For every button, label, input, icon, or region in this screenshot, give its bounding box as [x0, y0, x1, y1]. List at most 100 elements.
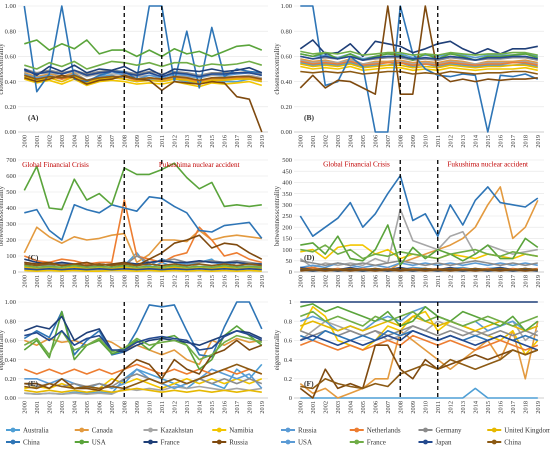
y-tick-label: 0.00	[5, 129, 16, 136]
series-line	[299, 174, 539, 237]
x-tick-label: 2009	[410, 401, 417, 414]
x-tick-label: 2018	[522, 135, 529, 148]
y-tick-label: 0.2	[284, 376, 292, 383]
x-tick-label: 2016	[497, 135, 504, 148]
y-tick-label: 0.20	[5, 376, 16, 383]
y-axis-label: closenesscentrality	[274, 43, 281, 95]
x-tick-label: 2001	[34, 135, 41, 148]
x-tick-label: 2002	[322, 401, 329, 414]
panel-label: (A)	[28, 113, 39, 122]
x-tick-label: 2016	[497, 275, 504, 288]
y-tick-label: 400	[282, 180, 292, 187]
x-tick-label: 2008	[121, 135, 128, 148]
x-tick-label: 2007	[109, 401, 116, 414]
x-tick-label: 2015	[485, 401, 492, 414]
series-line	[300, 5, 539, 133]
series-line	[299, 208, 538, 269]
legend-swatch-marker	[10, 427, 16, 433]
chart-panel: 0.00 0.20 0.40 0.60 0.80 1.00 2000 2001 2002 2003…	[0, 299, 268, 414]
series-line	[300, 334, 539, 351]
legend-item: USA	[281, 438, 312, 446]
legend-swatch-marker	[10, 439, 16, 445]
y-tick-label: 100	[282, 247, 292, 254]
x-tick-label: 2012	[171, 401, 178, 414]
panel-label: (F)	[304, 379, 314, 388]
y-tick-label: 1.00	[281, 3, 292, 10]
series-line	[24, 69, 262, 78]
legend-label: Russia	[298, 426, 318, 434]
x-tick-label: 2013	[460, 275, 467, 288]
x-tick-label: 2013	[460, 401, 467, 414]
x-tick-label: 2006	[372, 275, 379, 288]
legend-swatch-marker	[148, 427, 153, 433]
x-tick-label: 2003	[335, 275, 342, 288]
x-tick-label: 2003	[59, 275, 66, 288]
x-tick-label: 2019	[259, 275, 266, 288]
x-tick-label: 2017	[234, 275, 241, 288]
x-tick-label: 2019	[259, 135, 266, 148]
y-tick-label: 1	[289, 299, 292, 306]
x-tick-label: 2000	[21, 275, 28, 288]
y-tick-label: 50	[286, 258, 293, 265]
series-line	[24, 269, 262, 273]
x-tick-label: 2000	[21, 401, 28, 414]
series-line	[24, 74, 263, 133]
series-line	[24, 263, 262, 267]
series-line	[24, 60, 263, 70]
legend-item: Namibia	[212, 426, 254, 434]
x-tick-label: 2008	[397, 401, 404, 414]
y-tick-label: 0.80	[281, 28, 292, 35]
chart-panel: 0 0.2 0.4 0.6 0.8 1 2000 2001 2002 2003 2004 2005 20…	[274, 299, 544, 414]
x-tick-label: 2005	[360, 401, 367, 414]
x-tick-label: 2016	[221, 275, 228, 288]
x-tick-label: 2001	[310, 275, 317, 288]
x-tick-label: 2012	[447, 401, 454, 414]
y-axis-label: eigencentrality	[0, 329, 5, 370]
x-tick-label: 2004	[347, 400, 354, 413]
y-tick-label: 0.60	[5, 54, 16, 61]
legend-swatch-marker	[423, 439, 428, 445]
x-tick-label: 2007	[385, 275, 392, 288]
x-tick-label: 2002	[322, 275, 329, 288]
x-tick-label: 2004	[71, 134, 78, 147]
legend-item: Japan	[418, 438, 452, 446]
x-tick-label: 2001	[34, 401, 41, 414]
legend-swatch-marker	[491, 439, 497, 445]
x-tick-label: 2012	[447, 135, 454, 148]
x-tick-label: 2010	[146, 401, 153, 414]
annotation-text: Fukushima nuclear accident	[447, 161, 528, 169]
y-axis-label: eigencentrality	[274, 329, 281, 370]
x-tick-label: 2015	[209, 401, 216, 414]
legend-item: Russia	[212, 438, 249, 446]
x-tick-label: 2008	[121, 401, 128, 414]
x-tick-label: 2019	[535, 275, 542, 288]
series-line	[300, 55, 538, 62]
x-tick-label: 2015	[485, 135, 492, 148]
chart-panel: 0.00 0.20 0.40 0.60 0.80 1.00 2000 2001 2002 2003…	[274, 3, 544, 148]
x-tick-label: 2011	[435, 401, 442, 413]
y-tick-label: 0.60	[281, 54, 292, 61]
x-tick-label: 2000	[21, 135, 28, 148]
legend-label: China	[23, 438, 41, 446]
x-tick-label: 2002	[322, 135, 329, 148]
legend: Australia Canada Kazakhstan Namibia Russia Ne…	[6, 426, 550, 446]
x-tick-label: 2013	[184, 275, 191, 288]
legend-swatch-marker	[285, 427, 291, 433]
x-tick-label: 2002	[46, 401, 53, 414]
y-tick-label: 0	[289, 395, 292, 402]
x-tick-label: 2013	[184, 401, 191, 414]
series-line	[24, 39, 263, 58]
y-tick-label: 0.40	[281, 79, 292, 86]
x-tick-label: 2004	[71, 400, 78, 413]
annotation-text: Global Financial Crisis	[323, 161, 390, 169]
x-tick-label: 2008	[397, 135, 404, 148]
x-tick-label: 2011	[435, 135, 442, 147]
series-line	[24, 387, 262, 394]
x-tick-label: 2003	[59, 135, 66, 148]
x-tick-label: 2008	[397, 275, 404, 288]
series-line	[300, 315, 539, 332]
x-tick-label: 2012	[171, 275, 178, 288]
legend-item: Russia	[281, 426, 318, 434]
x-tick-label: 2005	[360, 135, 367, 148]
